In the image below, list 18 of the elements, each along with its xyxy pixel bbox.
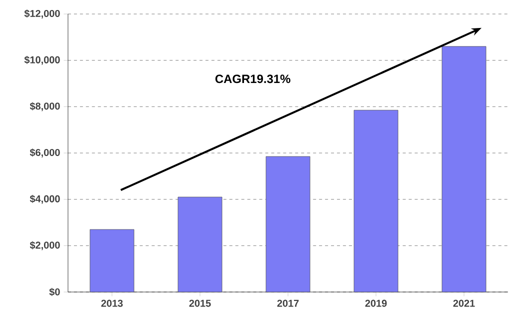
y-tick-label: $0 xyxy=(49,288,60,296)
y-tick-label: $10,000 xyxy=(24,56,60,65)
x-tick-label: 2021 xyxy=(453,300,475,307)
x-tick-label: 2013 xyxy=(101,300,123,307)
bar xyxy=(354,110,398,292)
bar xyxy=(90,229,134,292)
bar xyxy=(442,46,486,292)
annotation: CAGR19.31% xyxy=(215,74,290,84)
y-tick-label: $2,000 xyxy=(30,241,60,250)
y-tick-label: $8,000 xyxy=(30,102,60,112)
y-tick-label: $4,000 xyxy=(30,194,60,204)
x-tick-label: 2019 xyxy=(365,300,387,307)
x-tick-label: 2015 xyxy=(189,300,211,307)
bar xyxy=(178,196,222,292)
x-tick-label: 2017 xyxy=(277,300,299,307)
y-tick-label: $6,000 xyxy=(30,148,60,158)
bar xyxy=(266,156,310,292)
y-tick-label: $12,000 xyxy=(24,10,60,18)
